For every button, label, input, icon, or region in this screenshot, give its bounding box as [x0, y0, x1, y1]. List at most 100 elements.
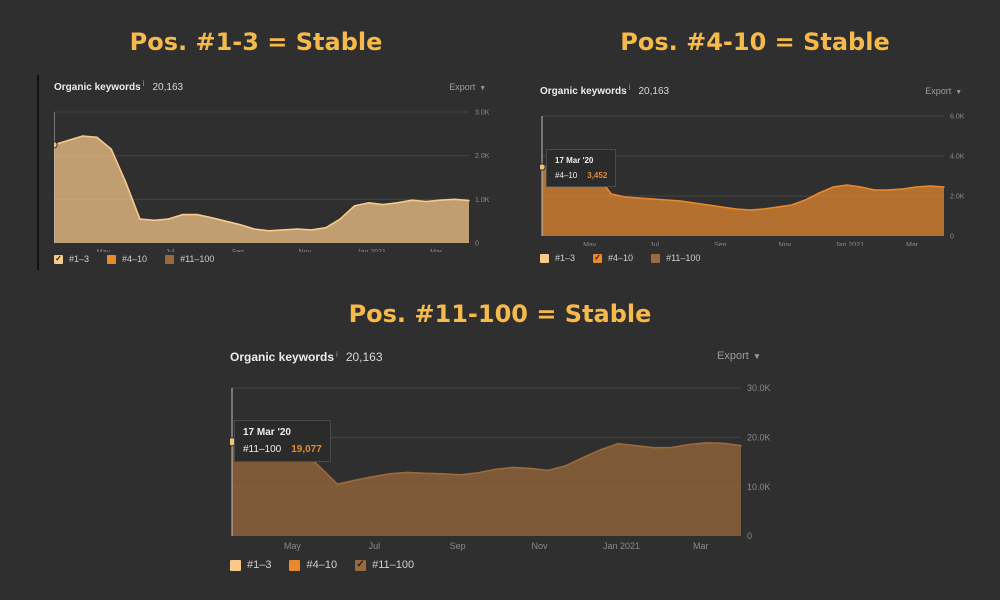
keyword-count: 20,163 — [345, 350, 383, 364]
hover-marker-dot — [540, 163, 546, 171]
legend-label: #11–100 — [180, 254, 215, 264]
x-tick-label: Mar — [906, 242, 919, 246]
y-tick-label: 4.0K — [950, 153, 965, 160]
chart-legend: ✓ #1–3 #4–10 #11–100 — [54, 254, 214, 264]
legend-item[interactable]: #4–10 — [289, 559, 337, 571]
data-point — [253, 228, 256, 230]
legend-item[interactable]: ✓ #4–10 — [593, 253, 633, 263]
export-label: Export — [925, 86, 952, 96]
data-point — [707, 204, 710, 206]
data-point — [512, 466, 514, 469]
data-point — [406, 471, 409, 474]
y-tick-label: 10.0K — [747, 482, 771, 492]
data-point — [354, 479, 356, 482]
data-point — [915, 186, 918, 188]
chart-panel-pos-1-3: Organic keywords i 20,163 Export ▼ 3.0K 2.… — [54, 79, 494, 272]
legend-swatch — [651, 253, 661, 263]
data-point — [740, 444, 742, 447]
data-point — [110, 148, 113, 150]
export-button[interactable]: Export ▼ — [717, 350, 761, 362]
export-label: Export — [717, 350, 749, 362]
data-point — [153, 219, 155, 222]
y-tick-label: 2.0K — [475, 153, 490, 160]
export-button[interactable]: Export ▼ — [449, 82, 486, 92]
data-point — [410, 199, 413, 202]
info-icon[interactable]: i — [142, 79, 145, 88]
x-tick-label: Jul — [369, 541, 381, 551]
data-point — [610, 193, 613, 195]
data-point — [873, 189, 876, 191]
series-line — [541, 161, 945, 211]
checkbox-checked-icon: ✓ — [593, 253, 603, 263]
y-tick-label: 2.0K — [950, 193, 965, 200]
data-point — [459, 474, 461, 476]
legend-label: #11–100 — [666, 253, 701, 263]
data-point — [210, 216, 213, 219]
data-point — [887, 189, 890, 191]
legend-label: #4–10 — [306, 559, 338, 571]
data-point — [818, 192, 821, 194]
data-point — [846, 184, 848, 186]
x-tick-label: Jan 2021 — [357, 249, 386, 252]
data-point — [901, 188, 904, 190]
x-tick-label: Jul — [650, 242, 659, 246]
panel-header: Organic keywords i 20,163 — [54, 79, 184, 93]
legend-label: #1–3 — [69, 254, 90, 264]
chart-1-heading: Pos. #1-3 = Stable — [129, 28, 383, 56]
legend-item[interactable]: #1–3 — [540, 253, 575, 263]
legend-item[interactable]: #4–10 — [107, 254, 147, 264]
checkbox-checked-icon: ✓ — [355, 559, 367, 571]
data-point — [267, 229, 270, 232]
data-point — [139, 218, 141, 220]
keyword-count: 20,163 — [152, 82, 184, 93]
y-tick-label: 6.0K — [950, 113, 965, 120]
x-tick-label: Sep — [232, 249, 245, 252]
data-point — [167, 218, 170, 220]
data-point — [196, 213, 198, 216]
legend-item[interactable]: ✓ #11–100 — [355, 559, 414, 571]
data-point — [494, 468, 497, 471]
series-area — [54, 136, 469, 243]
legend-swatch — [165, 254, 175, 264]
data-point — [693, 202, 696, 204]
x-tick-label: Jan 2021 — [835, 242, 864, 246]
info-icon[interactable]: i — [336, 350, 338, 359]
chart-panel-pos-4-10: Organic keywords i 20,163 Export ▼ 6.0K 4.… — [540, 83, 970, 266]
data-point — [582, 456, 584, 459]
data-point — [638, 197, 640, 199]
data-point — [318, 466, 321, 468]
hover-marker-dot — [54, 141, 58, 149]
legend-item[interactable]: #11–100 — [651, 253, 700, 263]
data-point — [652, 198, 654, 200]
export-button[interactable]: Export ▼ — [925, 86, 962, 96]
legend-item[interactable]: #1–3 — [230, 559, 271, 571]
legend-item[interactable]: #11–100 — [165, 254, 214, 264]
chart-legend: #1–3 ✓ #4–10 #11–100 — [540, 253, 700, 263]
legend-swatch — [540, 253, 549, 263]
series-area — [232, 440, 741, 536]
legend-swatch — [289, 559, 301, 571]
legend-swatch — [230, 559, 241, 571]
y-tick-label: 3.0K — [475, 109, 490, 116]
x-tick-label: May — [583, 242, 597, 246]
series-area — [542, 162, 944, 236]
info-icon[interactable]: i — [628, 83, 631, 92]
data-point — [239, 223, 241, 226]
chart-tooltip: 17 Mar '20 #4–10 3,452 — [546, 149, 617, 187]
data-point — [296, 228, 299, 230]
data-point — [804, 199, 807, 201]
data-point — [529, 467, 532, 470]
data-point — [679, 200, 682, 202]
panel-title: Organic keywords — [540, 86, 627, 97]
data-point — [762, 208, 765, 210]
legend-item[interactable]: ✓ #1–3 — [54, 254, 89, 264]
data-point — [453, 198, 456, 201]
x-tick-label: Sep — [714, 242, 727, 246]
data-point — [669, 446, 672, 449]
series-line — [54, 135, 470, 232]
chart-legend: #1–3 #4–10 ✓ #11–100 — [230, 559, 414, 571]
data-point — [617, 442, 619, 445]
data-point — [652, 446, 655, 449]
data-point — [282, 229, 284, 231]
chart-tooltip: 17 Mar '20 #11–100 19,077 — [234, 420, 331, 462]
